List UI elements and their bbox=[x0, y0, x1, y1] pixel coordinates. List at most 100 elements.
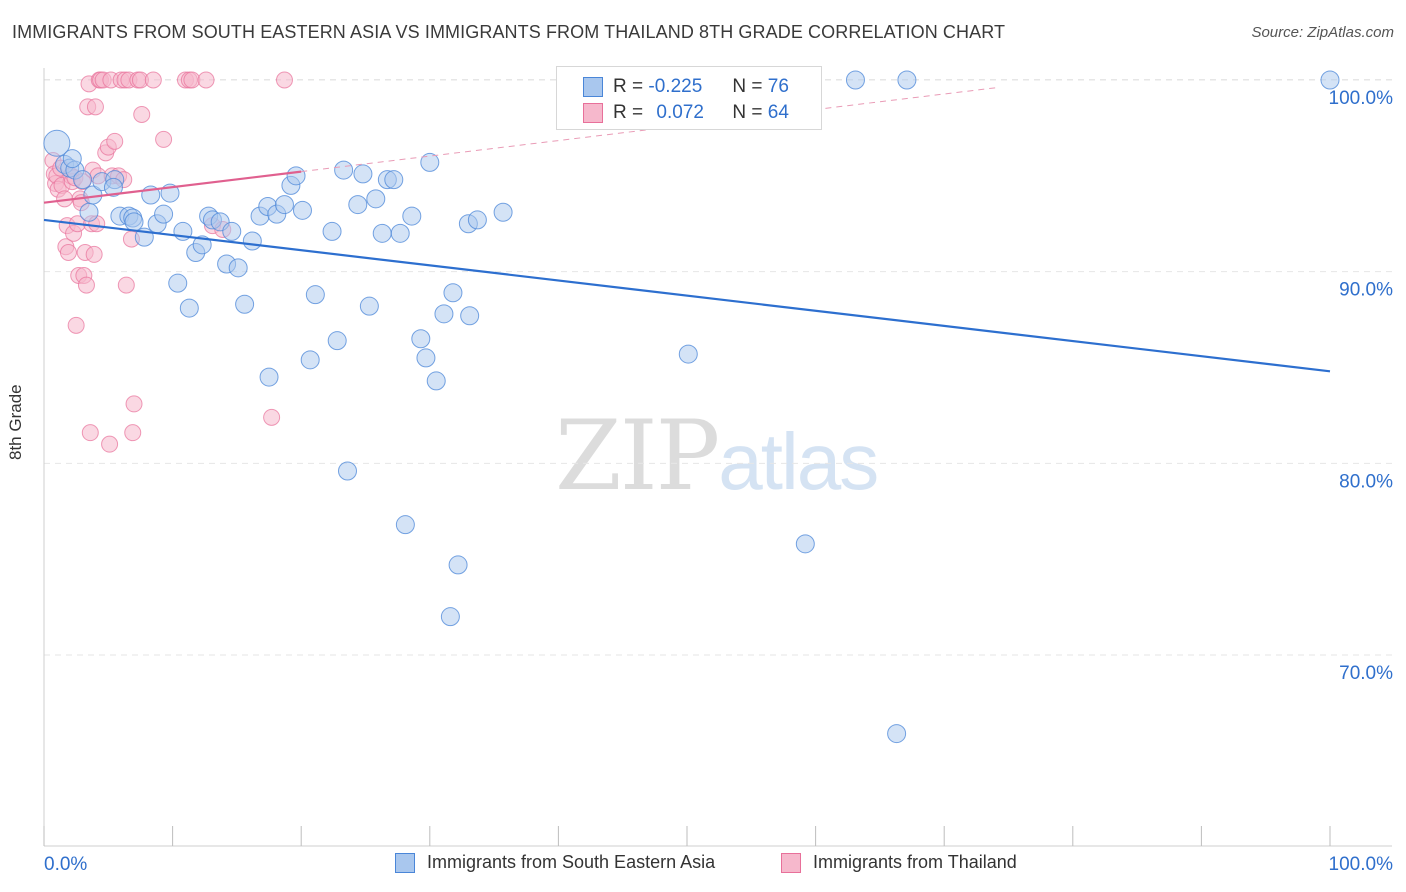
y-tick-label: 80.0% bbox=[1339, 471, 1393, 492]
data-point-south-eastern-asia bbox=[334, 160, 354, 180]
x-tick-label: 100.0% bbox=[1329, 854, 1394, 875]
data-point-thailand bbox=[59, 244, 77, 261]
data-point-thailand bbox=[86, 98, 104, 116]
series2-n-value: 64 bbox=[767, 102, 789, 123]
data-point-south-eastern-asia bbox=[259, 367, 279, 387]
data-point-thailand bbox=[81, 424, 99, 442]
data-point-south-eastern-asia bbox=[353, 164, 373, 184]
data-point-south-eastern-asia bbox=[887, 724, 907, 744]
watermark-zip: ZIP bbox=[555, 400, 720, 512]
data-point-thailand bbox=[125, 395, 143, 413]
data-point-south-eastern-asia bbox=[305, 285, 325, 305]
data-point-south-eastern-asia bbox=[420, 152, 440, 172]
legend-label-series2: Immigrants from Thailand bbox=[813, 852, 1017, 872]
data-point-thailand bbox=[101, 435, 119, 453]
data-point-thailand bbox=[67, 316, 85, 334]
data-point-south-eastern-asia bbox=[228, 258, 248, 278]
series-legend: Immigrants from South Eastern Asia Immig… bbox=[0, 852, 1406, 876]
series1-n-label: N = bbox=[732, 76, 763, 97]
watermark: ZIPatlas bbox=[555, 400, 879, 512]
data-point-south-eastern-asia bbox=[395, 515, 415, 535]
data-point-south-eastern-asia bbox=[416, 348, 436, 368]
x-tick-label: 0.0% bbox=[44, 854, 87, 875]
data-point-thailand bbox=[106, 132, 124, 150]
watermark-atlas: atlas bbox=[718, 417, 879, 506]
series1-r-value: -0.225 bbox=[648, 76, 703, 97]
series2-r-label: R = bbox=[613, 102, 644, 123]
data-point-south-eastern-asia bbox=[795, 534, 815, 554]
series1-n-value: 76 bbox=[767, 76, 789, 97]
legend-swatch-series1 bbox=[395, 852, 415, 873]
data-point-south-eastern-asia bbox=[179, 298, 199, 318]
data-point-thailand bbox=[275, 71, 293, 89]
data-point-south-eastern-asia bbox=[124, 212, 144, 232]
data-point-south-eastern-asia bbox=[43, 129, 71, 157]
data-point-south-eastern-asia bbox=[73, 170, 93, 190]
data-point-south-eastern-asia bbox=[359, 296, 379, 316]
trendline-thailand bbox=[43, 170, 302, 204]
data-point-south-eastern-asia bbox=[79, 202, 99, 222]
data-point-south-eastern-asia bbox=[411, 329, 431, 349]
series1-r-label: R = bbox=[613, 76, 644, 97]
y-tick-label: 90.0% bbox=[1339, 280, 1393, 301]
legend-label-series1: Immigrants from South Eastern Asia bbox=[427, 852, 716, 872]
trendline-south-eastern-asia bbox=[43, 218, 1331, 373]
data-point-south-eastern-asia bbox=[103, 177, 123, 197]
data-point-south-eastern-asia bbox=[426, 371, 446, 391]
data-point-thailand bbox=[144, 71, 162, 89]
stats-row-series1: R = -0.225 N = 76 bbox=[583, 75, 789, 99]
data-point-south-eastern-asia bbox=[292, 200, 312, 220]
data-point-south-eastern-asia bbox=[467, 210, 487, 230]
data-point-south-eastern-asia bbox=[372, 223, 392, 243]
series1-swatch bbox=[583, 77, 603, 97]
data-point-south-eastern-asia bbox=[154, 204, 174, 224]
series2-swatch bbox=[583, 103, 603, 123]
data-point-south-eastern-asia bbox=[443, 283, 463, 303]
data-point-south-eastern-asia bbox=[434, 304, 454, 324]
source-credit: Source: ZipAtlas.com bbox=[1251, 24, 1394, 41]
data-point-south-eastern-asia bbox=[300, 350, 320, 370]
data-point-south-eastern-asia bbox=[390, 223, 410, 243]
data-point-thailand bbox=[77, 276, 95, 294]
stats-legend: R = -0.225 N = 76 R = 0.072 N = 64 bbox=[556, 66, 822, 130]
data-point-south-eastern-asia bbox=[402, 206, 422, 226]
data-point-thailand bbox=[197, 71, 215, 89]
data-point-south-eastern-asia bbox=[235, 294, 255, 314]
data-point-south-eastern-asia bbox=[440, 607, 460, 627]
data-point-south-eastern-asia bbox=[62, 149, 82, 169]
data-point-south-eastern-asia bbox=[327, 331, 347, 351]
data-point-thailand bbox=[133, 106, 151, 123]
data-point-thailand bbox=[183, 71, 201, 89]
data-point-south-eastern-asia bbox=[493, 202, 513, 222]
data-point-south-eastern-asia bbox=[274, 195, 294, 215]
chart-title: IMMIGRANTS FROM SOUTH EASTERN ASIA VS IM… bbox=[12, 22, 1006, 42]
series2-n-label: N = bbox=[732, 102, 763, 123]
data-point-thailand bbox=[124, 424, 142, 442]
data-point-south-eastern-asia bbox=[222, 221, 242, 241]
data-point-south-eastern-asia bbox=[366, 189, 386, 209]
data-point-south-eastern-asia bbox=[897, 70, 917, 90]
y-tick-label: 100.0% bbox=[1329, 88, 1394, 109]
data-point-south-eastern-asia bbox=[348, 195, 368, 215]
data-point-south-eastern-asia bbox=[242, 231, 262, 251]
stats-row-series2: R = 0.072 N = 64 bbox=[583, 101, 789, 125]
series2-r-value: 0.072 bbox=[656, 102, 704, 123]
data-point-thailand bbox=[263, 408, 281, 426]
data-point-thailand bbox=[117, 276, 135, 294]
data-point-south-eastern-asia bbox=[286, 166, 306, 186]
data-point-south-eastern-asia bbox=[192, 235, 212, 255]
legend-swatch-series2 bbox=[781, 852, 801, 873]
data-point-thailand bbox=[155, 130, 173, 148]
data-point-south-eastern-asia bbox=[384, 170, 404, 190]
legend-item-series2: Immigrants from Thailand bbox=[781, 852, 1017, 873]
data-point-south-eastern-asia bbox=[168, 273, 188, 293]
data-point-south-eastern-asia bbox=[460, 306, 480, 326]
data-point-south-eastern-asia bbox=[337, 461, 357, 481]
data-point-south-eastern-asia bbox=[678, 344, 698, 364]
data-point-south-eastern-asia bbox=[448, 555, 468, 575]
data-point-south-eastern-asia bbox=[322, 221, 342, 241]
y-axis-label: 8th Grade bbox=[6, 384, 25, 460]
data-point-south-eastern-asia bbox=[1320, 70, 1340, 90]
data-point-south-eastern-asia bbox=[845, 70, 865, 90]
